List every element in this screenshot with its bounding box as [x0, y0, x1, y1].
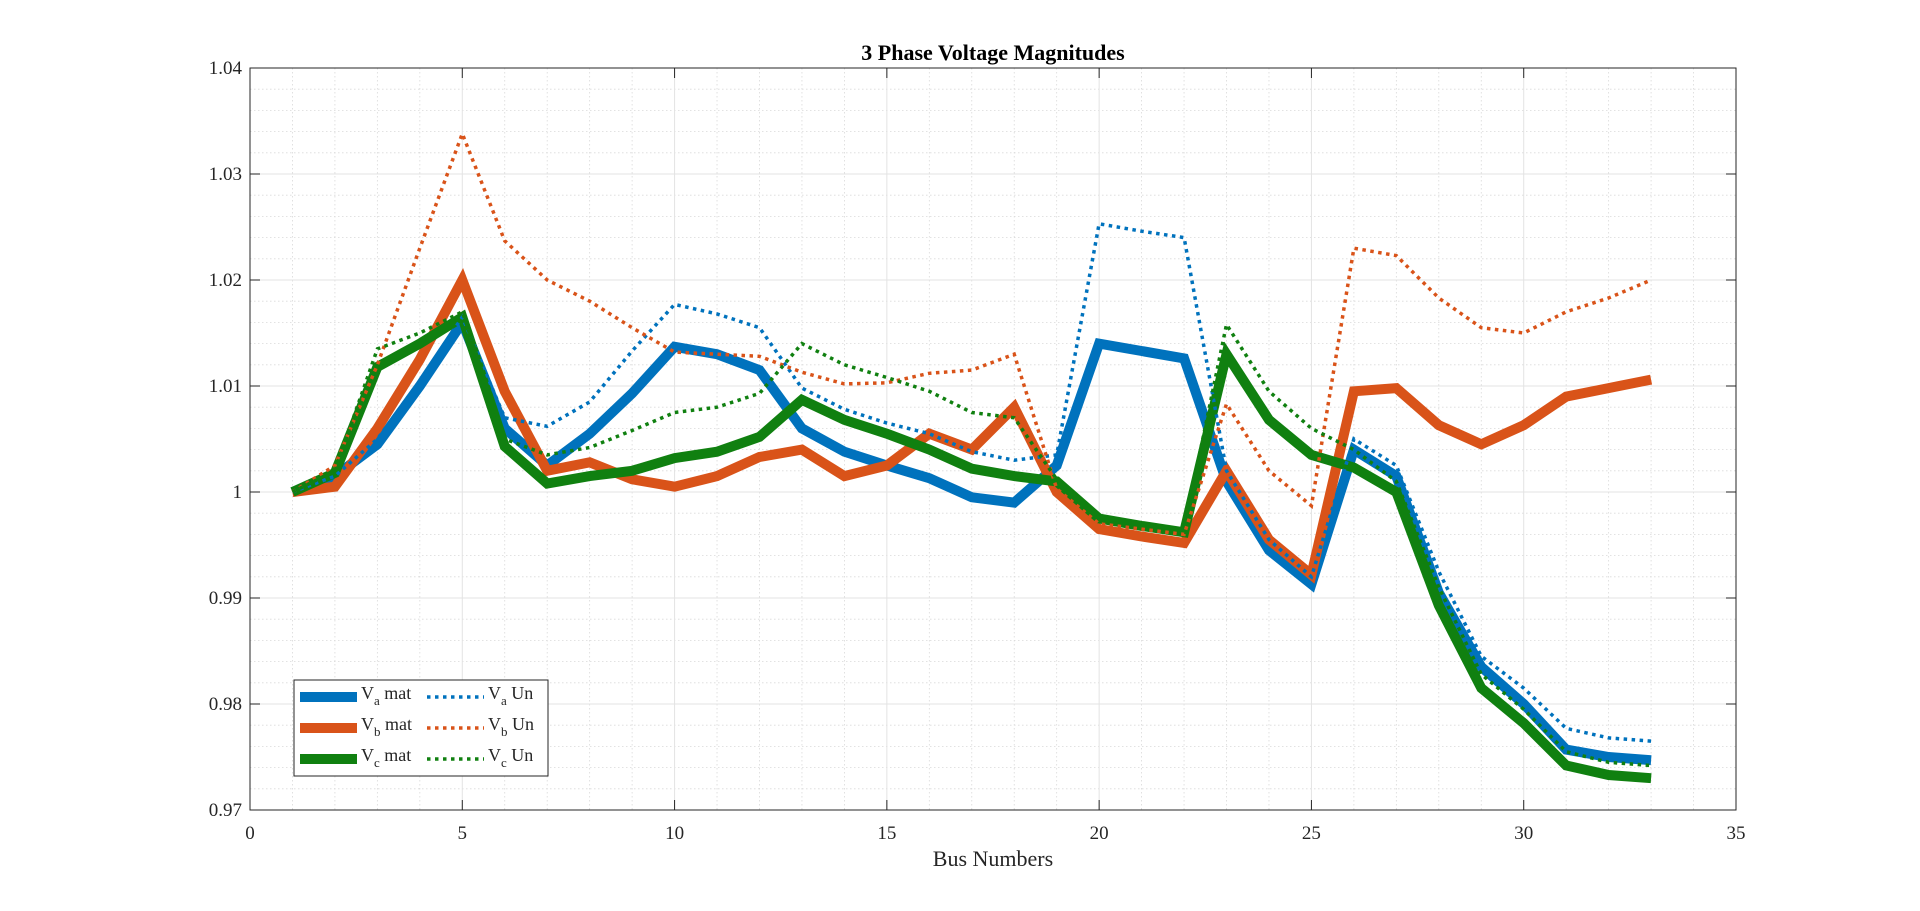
- x-tick-label: 30: [1514, 823, 1533, 844]
- legend-label: Vb mat: [361, 714, 412, 739]
- series-group: [290, 128, 1653, 784]
- series-line-vc-mat: [290, 309, 1652, 784]
- x-axis-label: Bus Numbers: [933, 846, 1053, 871]
- y-tick-label: 1.04: [209, 58, 243, 79]
- legend-label: Vb Un: [488, 714, 534, 739]
- series-line-vb-mat: [291, 267, 1653, 584]
- x-tick-label: 5: [458, 823, 468, 844]
- series-line-vc-un: [291, 309, 1652, 768]
- x-tick-label: 15: [877, 823, 896, 844]
- x-tick-label: 0: [245, 823, 255, 844]
- y-tick-label: 0.99: [209, 588, 242, 609]
- axis-ticks: 0 5 10 15 20 25 30 35 0.97 0.98 0.99 1 1.01 1.02 1.03 1…: [209, 58, 1746, 844]
- x-tick-label: 20: [1090, 823, 1109, 844]
- series-line-vb-un: [291, 128, 1652, 537]
- chart-title: 3 Phase Voltage Magnitudes: [861, 40, 1125, 65]
- plot-area: [249, 67, 1737, 811]
- y-tick-label: 1.01: [209, 376, 242, 397]
- legend-label: Vc mat: [361, 745, 411, 770]
- y-tick-label: 1: [233, 482, 243, 503]
- series-line-va-un: [291, 221, 1652, 743]
- legend: Va mat Va Un Vb mat Vb Un Vc mat Vc Un: [293, 679, 549, 777]
- y-tick-label: 1.02: [209, 270, 242, 291]
- y-tick-label: 1.03: [209, 164, 242, 185]
- y-tick-label: 0.98: [209, 694, 242, 715]
- legend-label: Va Un: [488, 683, 533, 708]
- x-tick-label: 35: [1727, 823, 1746, 844]
- y-tick-label: 0.97: [209, 800, 242, 821]
- x-tick-label: 10: [665, 823, 684, 844]
- legend-label: Vc Un: [488, 745, 533, 770]
- legend-label: Va mat: [361, 683, 411, 708]
- x-tick-label: 25: [1302, 823, 1321, 844]
